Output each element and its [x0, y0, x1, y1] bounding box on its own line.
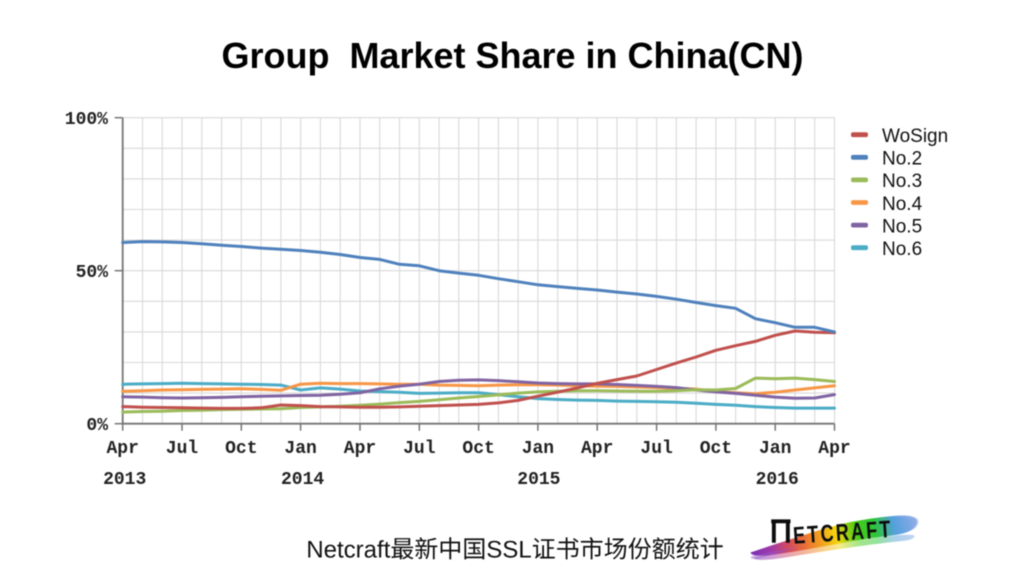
svg-text:No.3: No.3: [882, 171, 922, 192]
svg-text:2016: 2016: [756, 470, 799, 490]
svg-text:2014: 2014: [281, 470, 324, 490]
svg-text:No.5: No.5: [882, 216, 922, 237]
svg-text:100%: 100%: [65, 110, 108, 130]
svg-text:Apr: Apr: [344, 439, 376, 459]
svg-text:Jan: Jan: [759, 439, 791, 459]
svg-text:Jul: Jul: [403, 439, 436, 459]
svg-text:Apr: Apr: [106, 439, 138, 459]
svg-text:Jan: Jan: [522, 439, 554, 459]
svg-text:2013: 2013: [103, 470, 146, 490]
svg-text:Oct: Oct: [700, 439, 732, 459]
svg-text:50%: 50%: [76, 263, 109, 283]
svg-text:No.6: No.6: [882, 239, 922, 260]
svg-text:ETCRAFT: ETCRAFT: [792, 517, 893, 550]
svg-text:Apr: Apr: [818, 439, 850, 459]
svg-text:Oct: Oct: [462, 439, 494, 459]
svg-text:Apr: Apr: [581, 439, 613, 459]
svg-text:Oct: Oct: [225, 439, 257, 459]
svg-text:WoSign: WoSign: [882, 126, 948, 147]
svg-text:No.2: No.2: [882, 149, 922, 170]
svg-text:Jul: Jul: [640, 439, 673, 459]
svg-text:2015: 2015: [517, 470, 560, 490]
svg-text:Jul: Jul: [166, 439, 199, 459]
svg-text:Jan: Jan: [284, 439, 316, 459]
svg-text:No.4: No.4: [882, 194, 923, 215]
svg-text:0%: 0%: [86, 416, 108, 436]
